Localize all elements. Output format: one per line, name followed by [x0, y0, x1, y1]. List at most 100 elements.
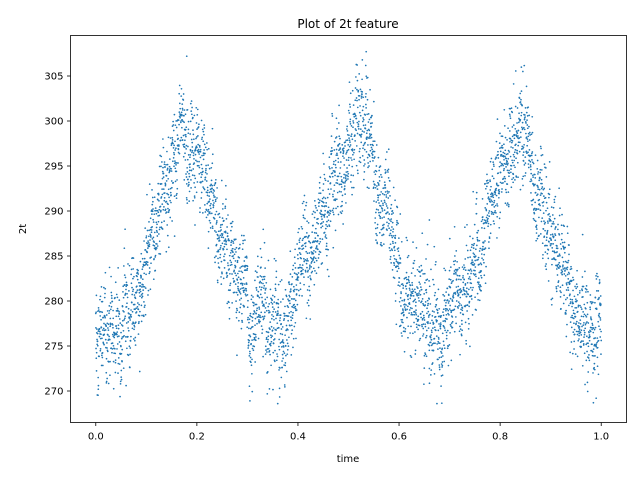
data-point	[260, 282, 263, 284]
data-point	[581, 364, 584, 367]
data-point	[494, 204, 497, 207]
data-point	[339, 147, 342, 149]
data-point	[559, 290, 562, 292]
data-point	[336, 179, 339, 181]
data-point	[311, 260, 313, 263]
data-point	[111, 342, 114, 344]
data-point	[206, 194, 209, 197]
data-point	[598, 279, 601, 281]
data-point	[129, 340, 132, 342]
data-point	[579, 289, 581, 292]
data-point	[588, 334, 591, 336]
data-point	[163, 192, 166, 194]
data-point	[116, 331, 119, 333]
data-point	[241, 312, 243, 315]
data-point	[283, 384, 286, 386]
data-point	[239, 243, 241, 246]
data-point	[530, 152, 533, 155]
data-point	[99, 315, 102, 317]
data-point	[133, 275, 135, 278]
data-point	[331, 115, 334, 117]
data-point	[172, 142, 174, 145]
data-point	[144, 227, 147, 229]
data-point	[497, 172, 500, 174]
data-point	[241, 287, 243, 290]
data-point	[185, 126, 188, 129]
data-point	[439, 316, 442, 319]
data-point	[132, 257, 135, 259]
data-point	[446, 347, 449, 350]
data-point	[261, 278, 264, 281]
data-point	[423, 367, 426, 370]
data-point	[283, 315, 286, 317]
data-point	[97, 376, 100, 379]
data-point	[512, 181, 514, 184]
data-point	[396, 219, 398, 222]
data-point	[188, 166, 191, 169]
data-point	[409, 289, 411, 291]
data-point	[222, 236, 225, 239]
data-point	[163, 196, 166, 199]
data-point	[563, 273, 566, 275]
data-point	[303, 194, 306, 197]
data-point	[293, 325, 296, 328]
data-point	[201, 154, 203, 157]
data-point	[320, 210, 323, 213]
data-point	[305, 201, 308, 204]
data-point	[563, 251, 566, 254]
data-point	[541, 186, 544, 188]
data-point	[515, 176, 518, 178]
data-point	[100, 286, 103, 288]
data-point	[464, 258, 467, 260]
data-point	[381, 210, 384, 212]
data-point	[506, 183, 509, 185]
data-point	[461, 266, 464, 268]
data-point	[244, 256, 247, 259]
data-point	[223, 245, 226, 248]
data-point	[267, 309, 270, 312]
data-point	[172, 124, 175, 126]
data-point	[112, 344, 115, 347]
data-point	[377, 209, 380, 211]
data-point	[466, 310, 468, 312]
data-point	[282, 346, 285, 348]
data-point	[342, 155, 344, 158]
data-point	[478, 263, 480, 266]
data-point	[371, 148, 374, 151]
data-point	[554, 239, 557, 242]
data-point	[584, 270, 586, 273]
data-point	[372, 144, 374, 147]
data-point	[295, 337, 297, 340]
data-point	[568, 272, 571, 275]
data-point	[280, 345, 283, 348]
data-point	[229, 289, 231, 291]
data-point	[297, 257, 299, 260]
data-point	[431, 310, 434, 312]
data-point	[254, 270, 257, 272]
data-point	[125, 305, 128, 308]
data-point	[174, 140, 176, 143]
data-point	[477, 256, 480, 259]
data-point	[576, 299, 578, 302]
data-point	[96, 344, 99, 347]
data-point	[447, 302, 450, 304]
data-point	[279, 314, 282, 316]
data-point	[179, 139, 182, 142]
data-point	[122, 367, 125, 370]
data-point	[343, 164, 346, 166]
data-point	[171, 138, 174, 141]
data-point	[295, 284, 298, 286]
data-point	[402, 311, 405, 313]
data-point	[149, 239, 151, 241]
data-point	[363, 178, 365, 181]
data-point	[235, 300, 237, 302]
data-point	[495, 194, 498, 197]
data-point	[417, 294, 420, 296]
data-point	[598, 296, 600, 299]
data-point	[384, 183, 386, 186]
data-point	[495, 182, 498, 185]
data-point	[569, 351, 571, 354]
data-point	[216, 250, 219, 253]
data-point	[519, 131, 522, 134]
